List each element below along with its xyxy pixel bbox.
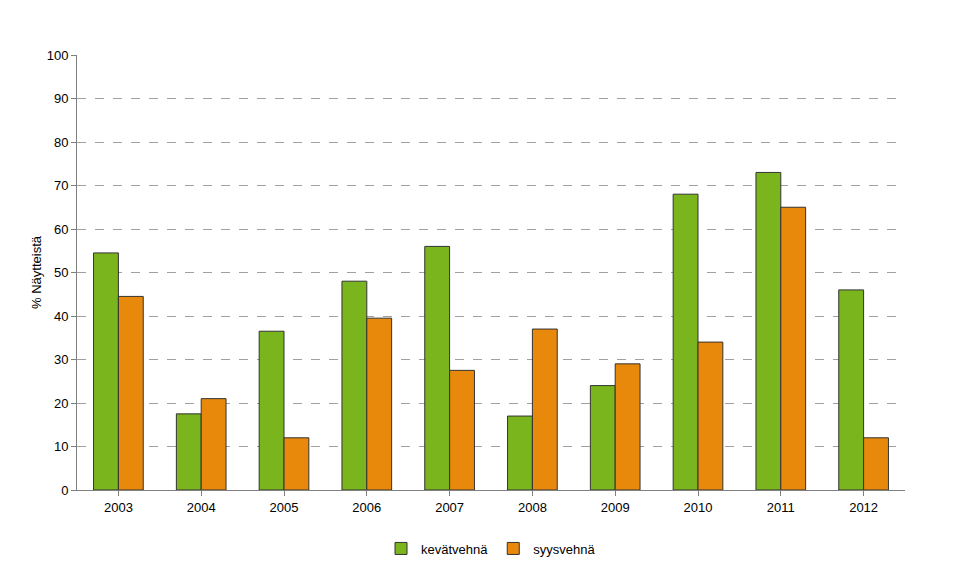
svg-text:2010: 2010 [684, 500, 713, 515]
svg-text:10: 10 [54, 439, 68, 454]
svg-text:50: 50 [54, 265, 68, 280]
svg-text:2005: 2005 [270, 500, 299, 515]
svg-text:syysvehnä: syysvehnä [533, 542, 595, 557]
svg-text:2012: 2012 [849, 500, 878, 515]
svg-text:20: 20 [54, 396, 68, 411]
svg-text:2008: 2008 [518, 500, 547, 515]
svg-text:% Näytteistä: % Näytteistä [29, 235, 44, 309]
svg-text:90: 90 [54, 91, 68, 106]
svg-text:30: 30 [54, 352, 68, 367]
svg-text:2006: 2006 [352, 500, 381, 515]
svg-text:2009: 2009 [601, 500, 630, 515]
svg-text:2007: 2007 [435, 500, 464, 515]
svg-text:2004: 2004 [187, 500, 216, 515]
svg-text:100: 100 [47, 48, 69, 63]
svg-text:80: 80 [54, 135, 68, 150]
svg-text:0: 0 [61, 483, 68, 498]
svg-text:40: 40 [54, 309, 68, 324]
svg-text:2011: 2011 [767, 500, 795, 515]
svg-text:70: 70 [54, 178, 68, 193]
svg-text:60: 60 [54, 222, 68, 237]
svg-text:2003: 2003 [104, 500, 133, 515]
svg-text:kevätvehnä: kevätvehnä [421, 542, 488, 557]
